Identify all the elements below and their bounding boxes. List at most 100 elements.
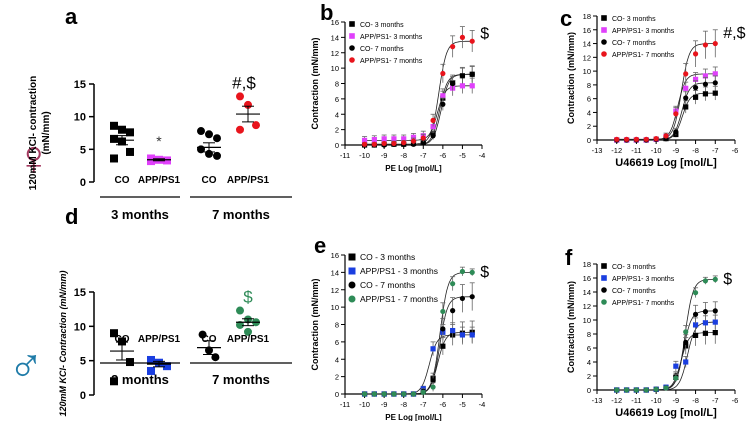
data-point (702, 309, 709, 315)
data-point (623, 387, 630, 393)
data-point (236, 92, 244, 101)
legend-marker (348, 267, 356, 275)
data-point (459, 34, 466, 40)
x-tick-label: -11 (631, 146, 641, 155)
legend-marker (601, 51, 607, 57)
x-tick-label: -5 (459, 400, 466, 409)
data-point (410, 138, 417, 144)
data-point (126, 147, 134, 156)
significance-annotation: $ (723, 271, 732, 288)
y-tick-label: 0 (80, 177, 86, 189)
data-point (683, 359, 689, 365)
data-point (692, 322, 699, 328)
legend-marker (349, 33, 355, 39)
y-tick-label: 0 (335, 141, 339, 150)
data-point (469, 269, 475, 275)
data-point (361, 391, 368, 397)
male-symbol: ♂ (8, 340, 44, 393)
data-point (401, 140, 407, 146)
data-point (371, 141, 377, 147)
panel-c-label: c (560, 6, 572, 31)
data-point (197, 127, 205, 136)
data-point (252, 121, 260, 130)
fit-curve (364, 296, 473, 395)
y-tick-label: 10 (583, 316, 591, 325)
legend-label: APP/PS1- 3 months (360, 34, 423, 41)
data-point (683, 71, 689, 77)
y-tick-label: 8 (335, 80, 339, 89)
fit-curve (364, 40, 473, 145)
data-point (410, 391, 417, 397)
fit-curve (616, 73, 716, 141)
data-point (205, 130, 213, 139)
data-point (469, 83, 475, 89)
legend-marker (349, 45, 355, 51)
y-tick-label: 14 (583, 288, 591, 297)
data-point (430, 378, 436, 384)
data-point (692, 85, 699, 91)
data-point (163, 362, 171, 371)
legend-label: APP/PS1 - 7 months (360, 294, 438, 304)
data-point (118, 337, 126, 346)
fit-curve (364, 331, 473, 395)
data-point (211, 353, 220, 362)
data-point (391, 391, 397, 397)
significance-annotation: * (156, 133, 162, 149)
y-axis-label-line: (mN/mm) (41, 111, 52, 154)
legend-marker (601, 263, 607, 269)
y-tick-label: 6 (335, 338, 339, 347)
data-point (430, 117, 436, 123)
legend-label: CO - 3 months (360, 252, 415, 262)
data-point (450, 308, 456, 314)
data-point (692, 94, 699, 100)
x-tick-label: -11 (340, 151, 350, 160)
data-point (653, 386, 659, 392)
significance-annotation: $ (243, 288, 253, 307)
data-point (712, 90, 718, 96)
legend-marker (601, 275, 607, 281)
data-point (712, 319, 718, 325)
panel-e-label: e (314, 233, 326, 258)
legend-label: APP/PS1 - 3 months (360, 266, 438, 276)
y-axis-label: Contraction (mN/mm) (566, 32, 576, 124)
y-tick-label: 0 (587, 386, 591, 395)
data-point (692, 332, 699, 338)
data-point (440, 308, 446, 315)
data-point (110, 121, 118, 130)
category-label: APP/PS1 (138, 334, 181, 345)
data-point (673, 375, 679, 381)
panel-b: b 0 2 4 6 8 10 12 14 16 -11 -10 -9 -8 -7 -6 -5 -4 PE Log … (310, 0, 489, 173)
y-tick-label: 12 (331, 49, 339, 58)
category-label: CO (115, 334, 130, 345)
data-point (420, 135, 426, 141)
data-point (450, 80, 456, 87)
data-point (623, 136, 630, 142)
data-point (213, 134, 221, 143)
fit-curve (364, 334, 473, 395)
panel-a-label: a (65, 4, 78, 29)
data-point (420, 389, 426, 395)
fit-curve (364, 73, 473, 146)
legend-label: CO- 7 months (612, 288, 656, 295)
y-tick-label: 16 (331, 251, 339, 260)
data-point (712, 276, 718, 282)
data-point (459, 73, 466, 79)
age-group-label: 7 months (212, 207, 270, 222)
y-tick-label: 12 (583, 53, 591, 62)
y-tick-label: 6 (587, 344, 591, 353)
legend-marker (601, 287, 607, 293)
y-axis-label-line: 120mM KCl- contraction (28, 76, 39, 190)
data-point (147, 355, 155, 364)
y-tick-label: 0 (587, 136, 591, 145)
data-point (391, 140, 397, 147)
data-point (643, 387, 649, 393)
y-tick-label: 2 (335, 373, 339, 382)
legend-marker (601, 299, 607, 305)
legend-label: CO- 7 months (360, 46, 404, 53)
panel-a: a 0 5 10 15 120mM KCl- contraction (mN/mm) CO A… (28, 4, 292, 222)
x-tick-label: -9 (673, 146, 680, 155)
x-tick-label: -7 (712, 396, 719, 405)
data-point (469, 71, 475, 77)
data-point (163, 156, 171, 165)
data-point (663, 133, 669, 139)
